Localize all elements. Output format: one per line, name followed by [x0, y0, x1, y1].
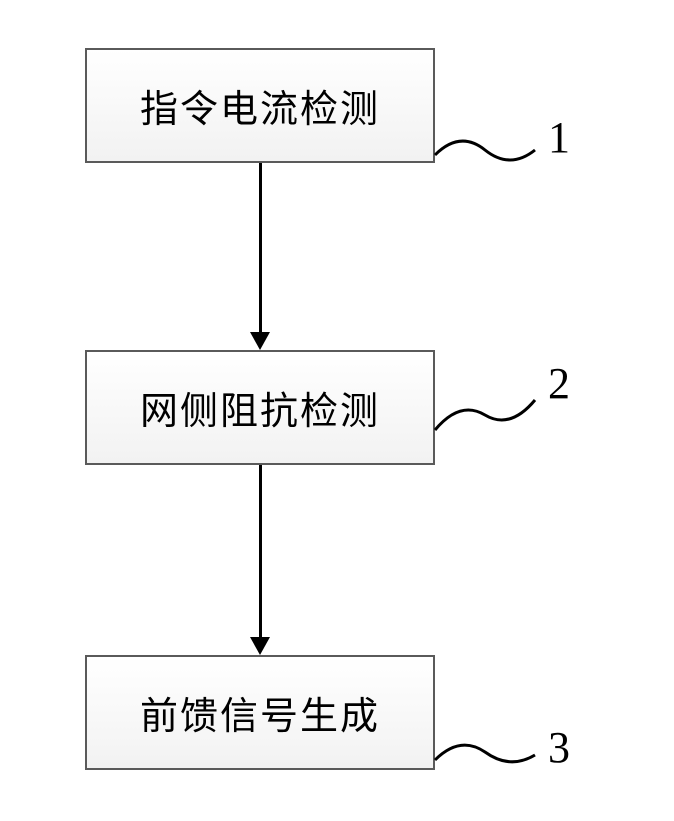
arrow-head-icon [250, 332, 270, 350]
callout-curve-icon [430, 380, 550, 440]
callout-label-3: 3 [548, 722, 570, 773]
callout-curve-icon [430, 120, 550, 180]
edge-2-3 [259, 465, 262, 638]
edge-1-2 [259, 163, 262, 333]
callout-label-1: 1 [548, 112, 570, 163]
callout-curve-icon [430, 730, 550, 780]
callout-label-2: 2 [548, 358, 570, 409]
arrow-head-icon [250, 637, 270, 655]
node-label: 指令电流检测 [140, 78, 380, 133]
flowchart-node-2: 网侧阻抗检测 [85, 350, 435, 465]
flowchart-node-1: 指令电流检测 [85, 48, 435, 163]
flowchart-container: 指令电流检测 网侧阻抗检测 前馈信号生成 1 2 3 [0, 0, 674, 821]
node-label: 网侧阻抗检测 [140, 380, 380, 435]
node-label: 前馈信号生成 [140, 685, 380, 740]
flowchart-node-3: 前馈信号生成 [85, 655, 435, 770]
